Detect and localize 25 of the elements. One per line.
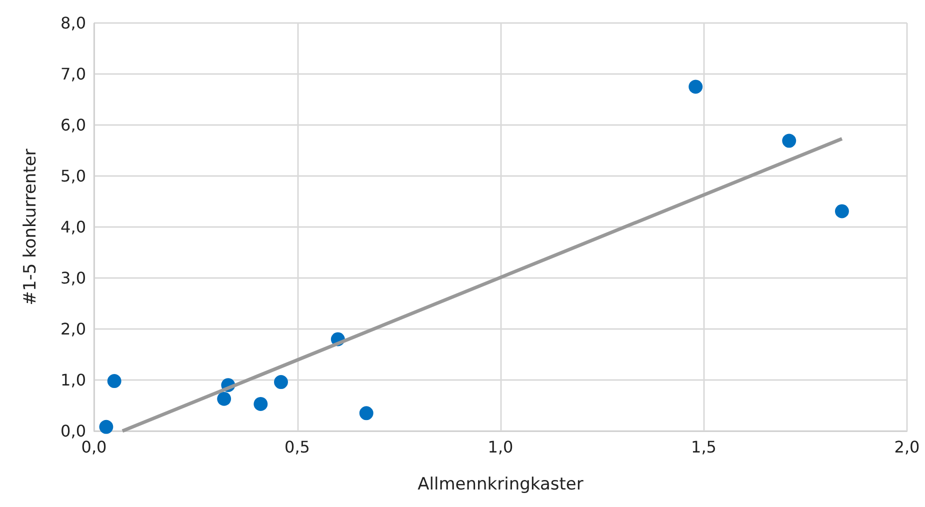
- y-tick-label: 6,0: [60, 116, 86, 134]
- x-axis-title: Allmennkringkaster: [418, 474, 584, 494]
- x-tick-label: 0,0: [81, 438, 107, 456]
- x-tick-label: 1,0: [488, 438, 514, 456]
- y-tick-label: 5,0: [60, 166, 86, 186]
- point: [107, 374, 122, 388]
- point: [782, 134, 796, 148]
- y-tick-label: 1,0: [60, 370, 86, 390]
- y-tick-label: 0,0: [60, 422, 86, 440]
- y-tick-label: 4,0: [60, 218, 86, 236]
- y-tick-label: 3,0: [60, 268, 86, 288]
- y-tick-label: 2,0: [60, 320, 86, 338]
- point: [688, 80, 703, 94]
- y-tick-label: 7,0: [60, 64, 86, 84]
- point: [99, 420, 114, 434]
- y-axis-title: #1-5 konkurrenter: [20, 148, 40, 306]
- point: [834, 204, 849, 218]
- x-tick-label: 0,5: [284, 438, 310, 456]
- y-tick-label: 8,0: [60, 14, 86, 32]
- point: [274, 375, 288, 390]
- point: [217, 392, 232, 406]
- point: [359, 406, 374, 420]
- x-tick-label: 1,5: [691, 438, 716, 456]
- x-tick-label: 2,0: [894, 438, 920, 456]
- point: [254, 396, 268, 411]
